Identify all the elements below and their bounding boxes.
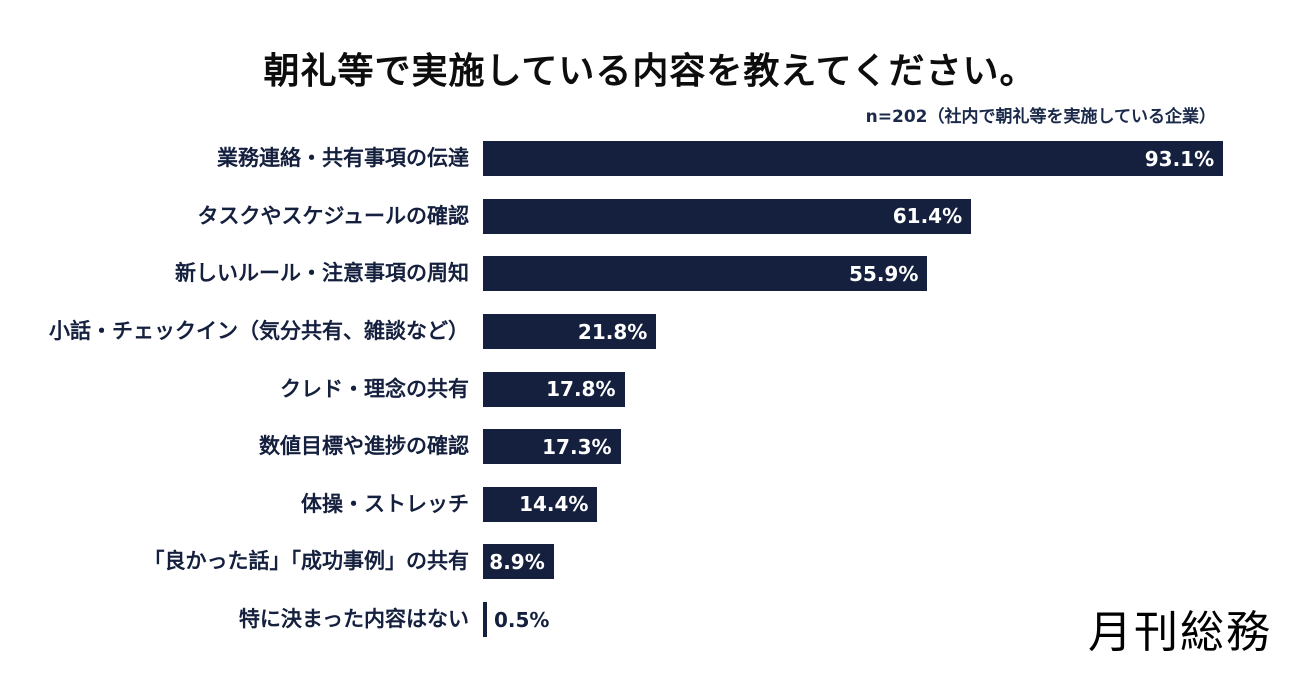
bar-track: 61.4% xyxy=(483,198,1278,234)
bar xyxy=(483,602,487,638)
bar-track: 17.3% xyxy=(483,429,1278,465)
bar-rows: 業務連絡・共有事項の伝達 93.1% タスクやスケジュールの確認 61.4% 新しいルー… xyxy=(0,130,1300,648)
brand-logo: 月刊総務 xyxy=(1088,607,1272,658)
value-label: 8.9% xyxy=(489,549,545,574)
value-label: 61.4% xyxy=(892,204,963,229)
bar: 55.9% xyxy=(483,256,928,292)
value-label: 0.5% xyxy=(494,607,550,632)
category-label: 特に決まった内容はない xyxy=(238,606,469,631)
category-label: 小話・チェックイン（気分共有、雑談など） xyxy=(49,318,469,343)
sample-size-note: n=202（社内で朝礼等を実施している企業） xyxy=(865,107,1216,127)
category-label: 新しいルール・注意事項の周知 xyxy=(175,261,469,286)
bar: 17.3% xyxy=(483,429,621,465)
bar-track: 21.8% xyxy=(483,314,1278,350)
value-label: 14.4% xyxy=(519,492,589,517)
bar-track: 0.5% xyxy=(483,602,1278,638)
bar: 14.4% xyxy=(483,486,598,522)
category-label: 体操・ストレッチ xyxy=(301,491,469,516)
bar-row: 業務連絡・共有事項の伝達 93.1% xyxy=(0,130,1300,188)
value-label: 21.8% xyxy=(577,319,648,344)
bar-row: クレド・理念の共有 17.8% xyxy=(0,360,1300,418)
bar-row: 特に決まった内容はない 0.5% xyxy=(0,591,1300,649)
category-label: タスクやスケジュールの確認 xyxy=(197,203,469,228)
value-label: 17.8% xyxy=(546,377,616,402)
value-label: 93.1% xyxy=(1144,146,1215,171)
category-label: 業務連絡・共有事項の伝達 xyxy=(217,146,469,171)
category-label: 「良かった話」「成功事例」の共有 xyxy=(143,549,470,574)
bar: 17.8% xyxy=(483,371,625,407)
bar: 8.9% xyxy=(483,544,554,580)
bar-row: タスクやスケジュールの確認 61.4% xyxy=(0,188,1300,246)
category-label: クレド・理念の共有 xyxy=(280,376,469,401)
chart-title: 朝礼等で実施している内容を教えてください。 xyxy=(263,51,1037,92)
bar-row: 小話・チェックイン（気分共有、雑談など） 21.8% xyxy=(0,303,1300,361)
bar-track: 55.9% xyxy=(483,256,1278,292)
bar: 93.1% xyxy=(483,141,1224,177)
bar-row: 体操・ストレッチ 14.4% xyxy=(0,476,1300,534)
bar-track: 8.9% xyxy=(483,544,1278,580)
bar-row: 数値目標や進捗の確認 17.3% xyxy=(0,418,1300,476)
bar-row: 「良かった話」「成功事例」の共有 8.9% xyxy=(0,533,1300,591)
bar: 61.4% xyxy=(483,198,972,234)
bar-track: 93.1% xyxy=(483,141,1278,177)
value-label: 55.9% xyxy=(849,261,919,286)
value-label: 17.3% xyxy=(542,434,612,459)
bar: 21.8% xyxy=(483,314,657,350)
bar-row: 新しいルール・注意事項の周知 55.9% xyxy=(0,245,1300,303)
bar-track: 17.8% xyxy=(483,371,1278,407)
bar-track: 14.4% xyxy=(483,486,1278,522)
category-label: 数値目標や進捗の確認 xyxy=(259,434,469,459)
